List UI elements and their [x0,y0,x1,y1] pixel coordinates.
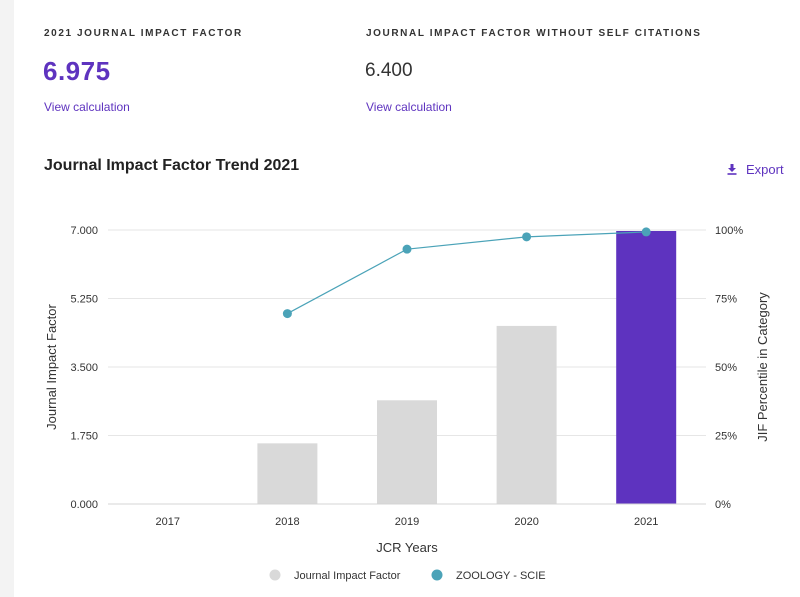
export-label: Export [746,161,784,177]
y-axis-title: Journal Impact Factor [44,303,59,429]
x-axis-tick-label: 2019 [395,516,419,528]
percentile-point-2020 [522,232,532,242]
y2-axis-tick-label: 50% [715,362,737,374]
x-axis-title: JCR Years [376,540,438,555]
x-axis-tick-label: 2017 [156,516,180,528]
y2-axis-tick-label: 100% [715,225,743,237]
jif-value: 6.975 [43,56,111,86]
bar-2020 [496,325,557,504]
y-axis-tick-label: 7.000 [70,225,98,237]
download-icon [726,163,738,175]
percentile-point-2019 [402,244,412,254]
y2-axis-tick-label: 0% [715,499,731,511]
x-axis-tick-label: 2018 [275,516,299,528]
percentile-line [287,231,647,315]
export-button[interactable]: Export [726,160,784,178]
y-axis-tick-label: 3.500 [70,362,98,374]
bar-2018 [257,443,318,504]
bar-2019 [377,400,437,504]
y2-axis-title: JIF Percentile in Category [755,292,770,442]
jif-without-self-citations-label: JOURNAL IMPACT FACTOR WITHOUT SELF CITAT… [366,28,702,39]
y2-axis-tick-label: 75% [715,294,737,306]
x-axis-tick-label: 2021 [634,516,658,528]
jif-label: 2021 JOURNAL IMPACT FACTOR [44,28,243,39]
percentile-point-2018 [282,309,292,319]
x-axis-tick-label: 2020 [514,516,538,528]
trend-chart-title: Journal Impact Factor Trend 2021 [44,157,300,174]
legend-label-zoology-scie: ZOOLOGY - SCIE [456,570,546,582]
jif-without-self-citations-value: 6.400 [365,60,413,81]
legend-swatch-journal-impact-factor [269,569,281,581]
legend-label-journal-impact-factor: Journal Impact Factor [294,570,401,582]
legend-swatch-zoology-scie [431,569,443,581]
y2-axis-tick-label: 25% [715,431,737,443]
left-page-margin [0,0,14,597]
jif-without-self-citations-view-calculation-link[interactable]: View calculation [366,100,452,114]
bar-2021 [616,230,677,504]
y-axis-tick-label: 0.000 [70,499,98,511]
y-axis-tick-label: 5.250 [70,294,98,306]
jif-view-calculation-link[interactable]: View calculation [44,100,130,114]
y-axis-tick-label: 1.750 [70,431,98,443]
percentile-point-2021 [641,227,651,237]
